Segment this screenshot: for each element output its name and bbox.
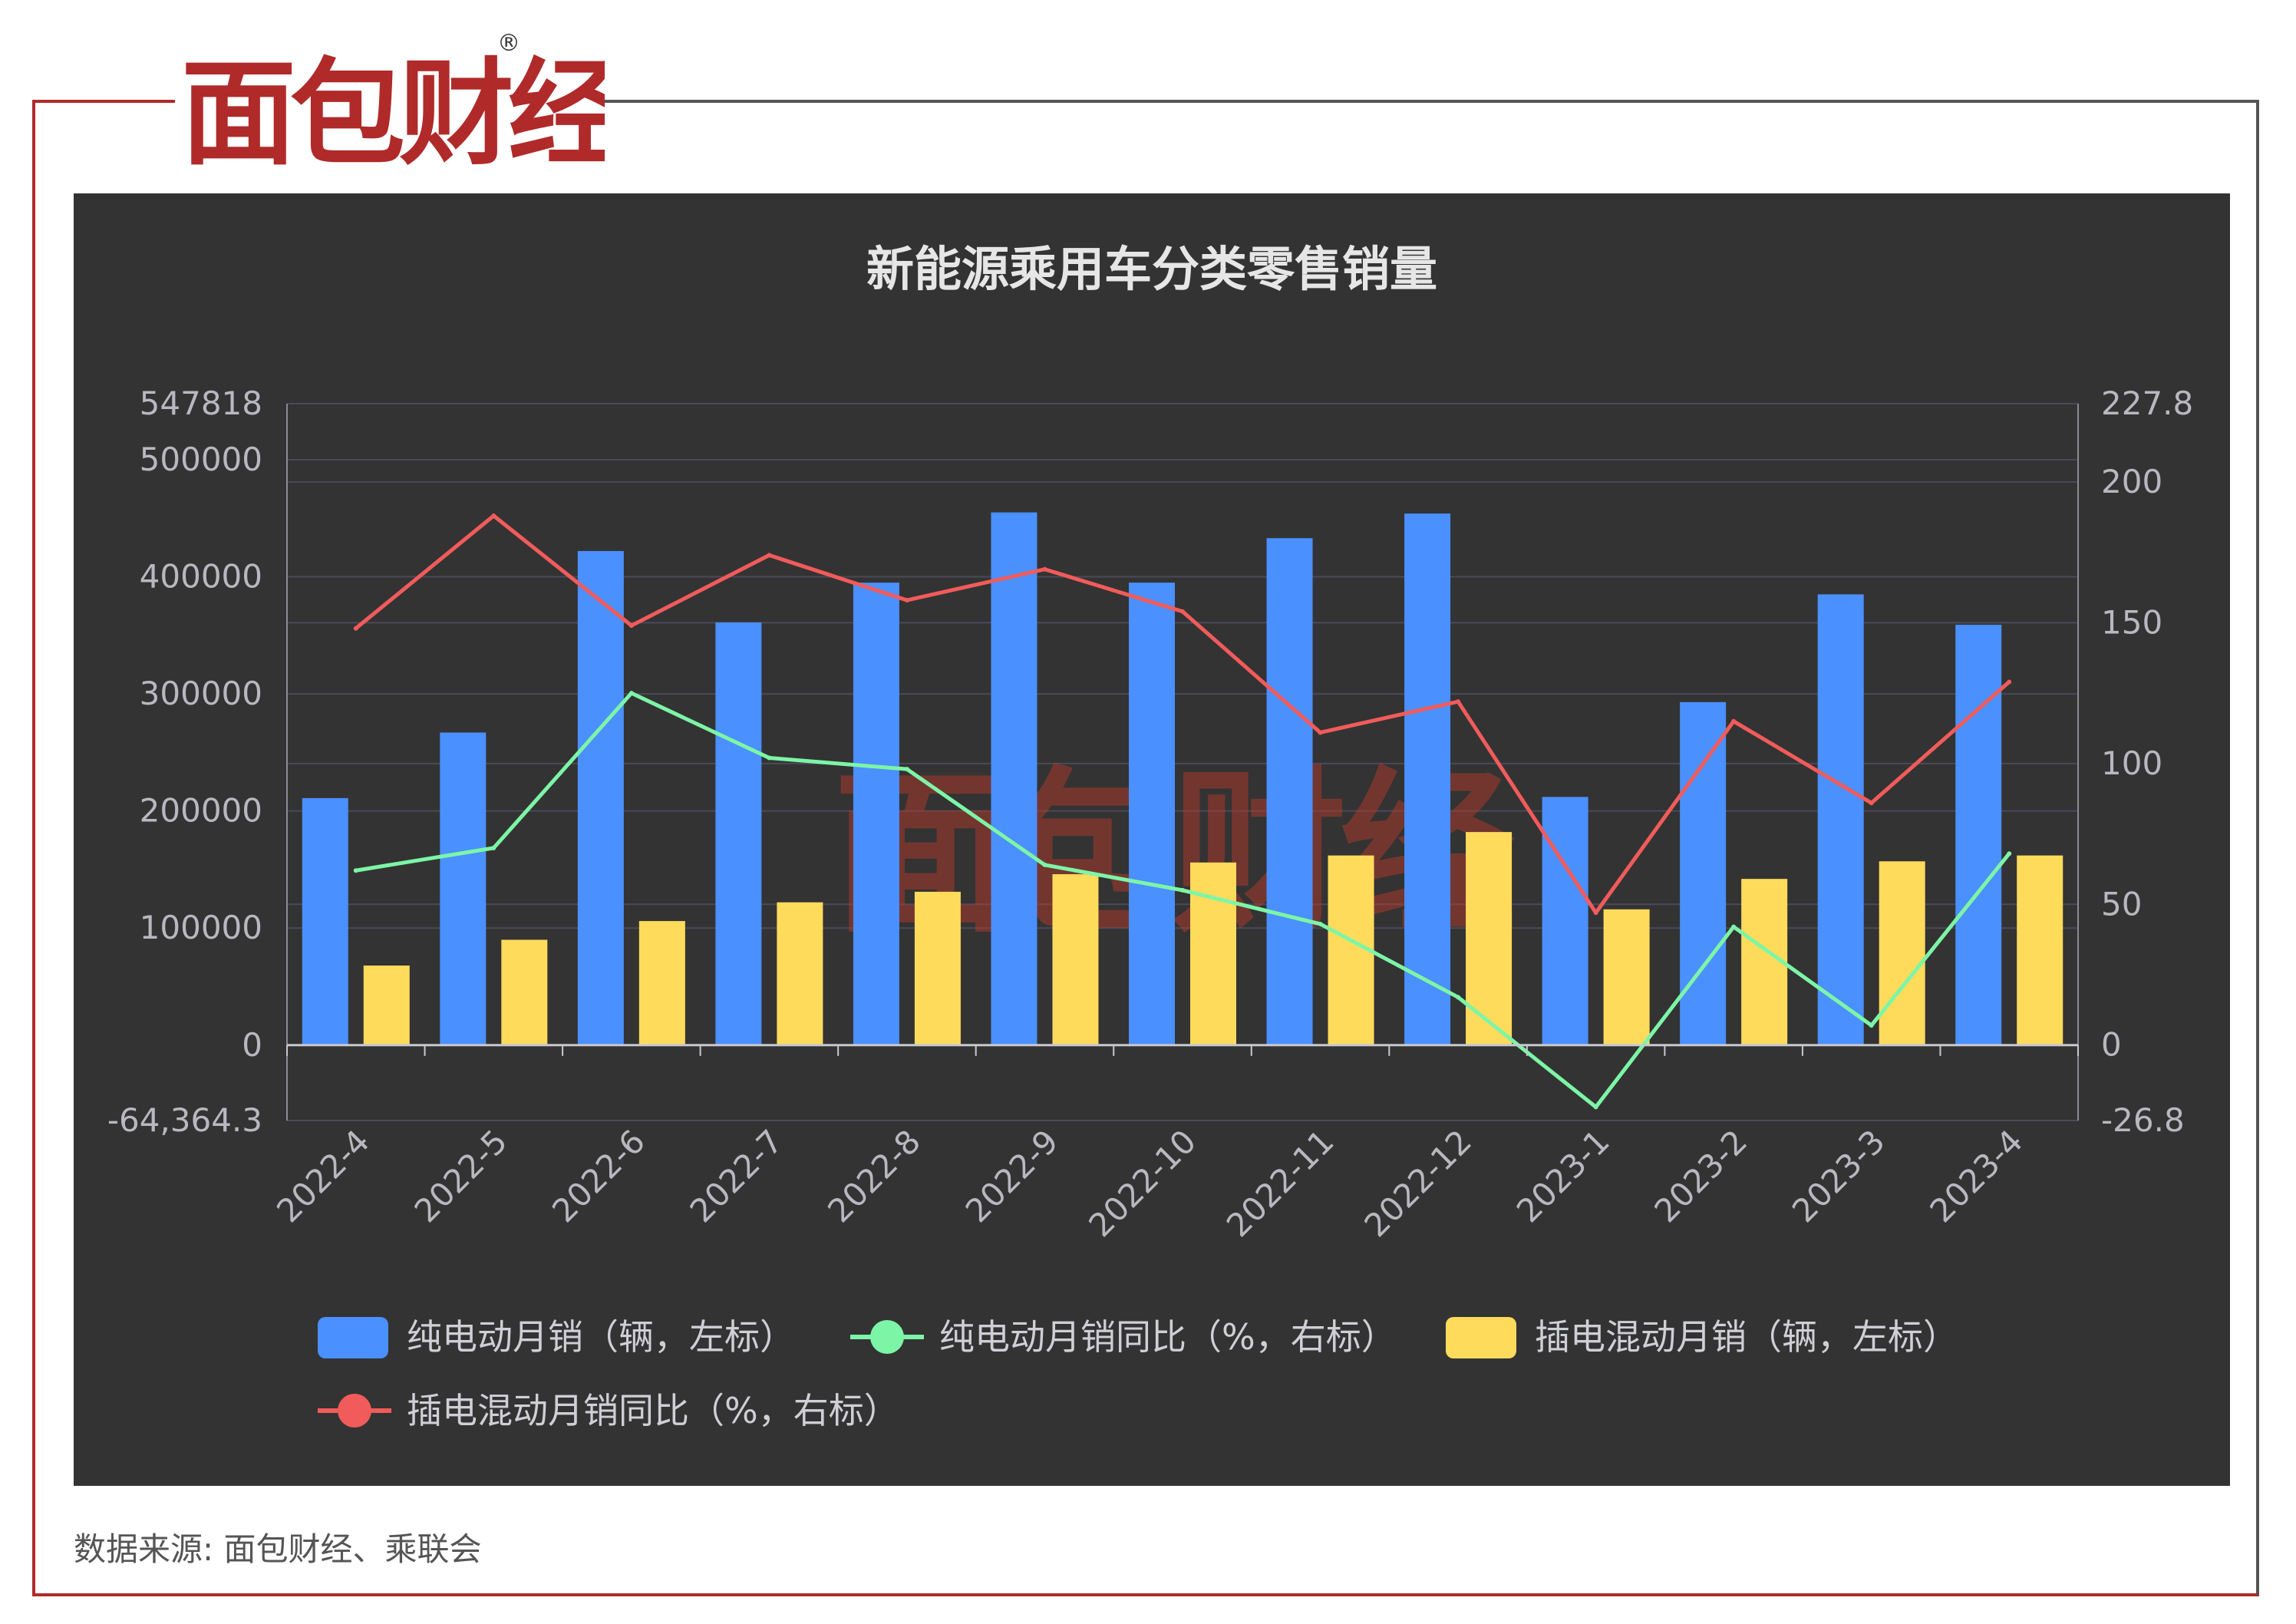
bar-phev <box>777 902 823 1045</box>
right-min-label: -26.8 <box>2101 1101 2185 1139</box>
bar-bev <box>991 512 1037 1045</box>
legend-swatch <box>1446 1317 1516 1358</box>
point-phev-yoy <box>1318 730 1323 735</box>
left-tick-label: 100000 <box>140 909 262 946</box>
left-tick-label: 500000 <box>140 441 262 478</box>
bar-bev <box>853 583 899 1045</box>
bar-bev <box>1542 797 1588 1045</box>
legend-label: 插电混动月销（辆，左标） <box>1535 1316 1958 1358</box>
point-phev-yoy <box>1731 718 1737 724</box>
bar-phev <box>638 921 685 1045</box>
right-tick-label: 150 <box>2101 603 2162 641</box>
bar-bev <box>1129 583 1175 1045</box>
chart-svg: 面包财经 01000002000003000004000005000005478… <box>107 241 2193 1431</box>
x-category-label: 2023-4 <box>1922 1122 2030 1230</box>
bar-phev <box>914 891 961 1045</box>
legend-swatch <box>338 1394 371 1428</box>
frame-accent <box>32 100 178 103</box>
bar-bev <box>440 732 487 1045</box>
brand-logo: ® 面包财经 <box>175 23 628 181</box>
bar-bev <box>1404 513 1451 1045</box>
point-bev-yoy <box>1180 887 1185 893</box>
registered-mark: ® <box>497 30 520 57</box>
bar-phev <box>2017 855 2063 1045</box>
legend-swatch <box>318 1317 388 1358</box>
point-phev-yoy <box>2007 679 2012 685</box>
x-category-label: 2022-6 <box>545 1122 652 1230</box>
point-phev-yoy <box>1180 609 1185 614</box>
chart-panel: 面包财经 01000002000003000004000005000005478… <box>74 193 2230 1486</box>
right-tick-label: 100 <box>2101 744 2162 782</box>
point-bev-yoy <box>767 755 772 761</box>
point-phev-yoy <box>1593 910 1598 916</box>
legend-swatch <box>870 1320 904 1354</box>
left-tick-label: 400000 <box>140 558 262 596</box>
x-category-label: 2023-1 <box>1509 1122 1617 1230</box>
bar-phev <box>501 939 548 1045</box>
x-category-label: 2022-12 <box>1357 1122 1479 1244</box>
point-phev-yoy <box>904 598 909 603</box>
bar-bev <box>1266 538 1313 1045</box>
x-category-label: 2022-7 <box>683 1122 790 1230</box>
right-max-label: 227.8 <box>2101 385 2193 422</box>
point-bev-yoy <box>1869 1023 1874 1028</box>
bar-phev <box>1052 874 1099 1045</box>
point-bev-yoy <box>628 691 634 696</box>
x-category-label: 2022-5 <box>407 1122 515 1230</box>
logo-text: 面包财经 <box>181 48 605 169</box>
left-min-label: -64,364.3 <box>107 1101 262 1139</box>
bar-phev <box>363 965 410 1045</box>
point-bev-yoy <box>1593 1104 1598 1110</box>
x-category-label: 2022-11 <box>1219 1122 1341 1244</box>
bar-phev <box>1879 861 1925 1045</box>
point-phev-yoy <box>353 626 358 631</box>
source-note: 数据来源: 面包财经、乘联会 <box>74 1530 482 1568</box>
point-phev-yoy <box>767 553 772 558</box>
right-tick-label: 50 <box>2101 885 2142 923</box>
point-bev-yoy <box>353 868 358 873</box>
left-tick-label: 0 <box>242 1026 262 1064</box>
x-category-label: 2022-9 <box>958 1122 1066 1230</box>
bar-bev <box>1817 594 1864 1045</box>
left-tick-label: 200000 <box>140 792 262 830</box>
legend-label: 纯电动月销同比（%，右标） <box>939 1316 1397 1358</box>
point-bev-yoy <box>1318 921 1323 926</box>
legend: 纯电动月销（辆，左标） 纯电动月销同比（%，右标） 插电混动月销（辆，左标） 插电混动… <box>318 1316 1958 1431</box>
point-phev-yoy <box>1042 566 1047 572</box>
bar-bev <box>1680 701 1727 1045</box>
point-phev-yoy <box>491 513 496 519</box>
x-category-label: 2023-3 <box>1785 1122 1892 1230</box>
point-bev-yoy <box>1456 995 1461 1000</box>
left-tick-label: 300000 <box>140 675 262 712</box>
x-category-label: 2023-2 <box>1647 1122 1754 1230</box>
bar-phev <box>1466 832 1513 1045</box>
chart-title: 新能源乘用车分类零售销量 <box>866 241 1437 297</box>
legend-label: 纯电动月销（辆，左标） <box>407 1316 795 1358</box>
point-phev-yoy <box>628 623 634 629</box>
left-max-label: 547818 <box>140 385 262 422</box>
point-phev-yoy <box>1456 699 1461 705</box>
outer-frame <box>32 100 2259 1596</box>
bar-phev <box>1603 909 1650 1045</box>
x-category-label: 2022-8 <box>820 1122 928 1230</box>
bar-bev <box>715 622 762 1045</box>
right-tick-label: 200 <box>2101 463 2162 500</box>
point-bev-yoy <box>491 845 496 850</box>
bar-bev <box>1955 625 2002 1045</box>
x-category-label: 2022-10 <box>1081 1122 1203 1244</box>
bars <box>302 512 2063 1045</box>
point-bev-yoy <box>904 767 909 772</box>
lines <box>353 513 2012 1110</box>
point-bev-yoy <box>1042 862 1047 867</box>
right-tick-label: 0 <box>2101 1026 2122 1064</box>
point-bev-yoy <box>1731 924 1737 929</box>
point-bev-yoy <box>2007 851 2012 857</box>
bar-phev <box>1190 862 1236 1045</box>
x-category-label: 2022-4 <box>269 1122 377 1230</box>
bar-bev <box>577 550 624 1045</box>
legend-label: 插电混动月销同比（%，右标） <box>407 1390 899 1431</box>
point-phev-yoy <box>1869 800 1874 806</box>
bar-bev <box>302 797 348 1045</box>
